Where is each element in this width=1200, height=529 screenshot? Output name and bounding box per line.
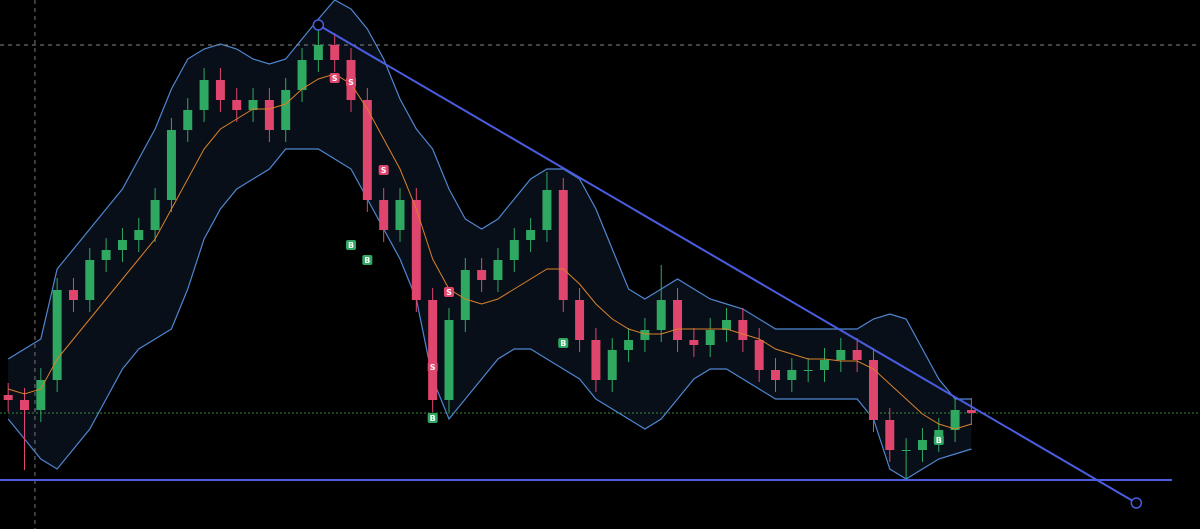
signal-label: S bbox=[381, 166, 387, 175]
candle-body bbox=[460, 270, 470, 320]
signal-label: S bbox=[430, 363, 436, 372]
candle-body bbox=[852, 350, 862, 360]
signal-badge bbox=[346, 77, 357, 87]
candle-body bbox=[624, 340, 634, 350]
candle-body bbox=[477, 270, 487, 280]
signal-label: B bbox=[364, 256, 370, 265]
candle-body bbox=[281, 90, 291, 130]
candle-body bbox=[183, 110, 193, 130]
candle-body bbox=[607, 350, 617, 380]
candle-body bbox=[771, 370, 780, 380]
candle-body bbox=[379, 200, 389, 230]
candle-body bbox=[705, 330, 715, 345]
candle-body bbox=[656, 300, 666, 330]
trendline-handle bbox=[312, 19, 325, 31]
candle-body bbox=[134, 230, 144, 240]
candle-body bbox=[232, 100, 242, 110]
candle-body bbox=[787, 370, 797, 380]
candle-body bbox=[313, 45, 323, 60]
band-fill bbox=[8, 0, 972, 479]
candle-body bbox=[85, 260, 95, 300]
candle-body bbox=[297, 60, 307, 90]
candle-body bbox=[966, 410, 976, 413]
candle-body bbox=[722, 320, 732, 330]
candle-body bbox=[68, 290, 78, 300]
candle-body bbox=[166, 130, 176, 200]
band-upper bbox=[7, 0, 972, 400]
candle-body bbox=[362, 100, 372, 200]
signal-label: B bbox=[348, 241, 354, 250]
moving-average bbox=[8, 73, 972, 430]
candle-body bbox=[885, 420, 895, 450]
candle-body bbox=[901, 450, 911, 451]
candle-body bbox=[689, 340, 699, 345]
candle-body bbox=[395, 200, 405, 230]
signal-badge bbox=[427, 413, 438, 423]
candle-body bbox=[215, 80, 225, 100]
candle-body bbox=[150, 200, 160, 230]
signal-badge bbox=[346, 240, 357, 250]
candle-body bbox=[264, 100, 274, 130]
trendline-handle bbox=[1130, 497, 1143, 509]
candle-body bbox=[673, 300, 683, 340]
signal-label: B bbox=[560, 339, 566, 348]
candle-body bbox=[575, 300, 585, 340]
band-lower bbox=[7, 148, 972, 480]
candle-body bbox=[509, 240, 519, 260]
signal-label: S bbox=[348, 78, 354, 87]
candle-body bbox=[836, 350, 846, 360]
trendline bbox=[317, 24, 1137, 504]
candle-body bbox=[640, 330, 650, 340]
signal-badge bbox=[362, 255, 373, 265]
candle-body bbox=[36, 380, 46, 410]
candle-body bbox=[3, 395, 13, 400]
signal-badge bbox=[443, 287, 454, 297]
candle-body bbox=[330, 45, 340, 60]
candle-body bbox=[738, 320, 748, 340]
signal-badge bbox=[933, 435, 944, 445]
signal-label: B bbox=[430, 414, 436, 423]
candle-body bbox=[428, 300, 438, 400]
candle-body bbox=[950, 410, 960, 430]
candle-body bbox=[248, 100, 258, 110]
candle-body bbox=[101, 250, 111, 260]
signal-label: B bbox=[936, 436, 942, 445]
candle-body bbox=[493, 260, 503, 280]
signal-label: S bbox=[332, 74, 338, 83]
candle-body bbox=[411, 200, 421, 300]
candle-body bbox=[526, 230, 536, 240]
candle-body bbox=[754, 340, 764, 370]
candle-body bbox=[803, 370, 813, 371]
candle-body bbox=[52, 290, 62, 380]
candle-body bbox=[20, 400, 29, 410]
signal-badge bbox=[329, 73, 340, 83]
candle-body bbox=[199, 80, 209, 110]
candle-body bbox=[917, 440, 927, 450]
signal-badge bbox=[378, 165, 389, 175]
candle-body bbox=[868, 360, 878, 420]
candle-body bbox=[820, 360, 829, 370]
signal-label: S bbox=[446, 288, 452, 297]
candle-body bbox=[591, 340, 601, 380]
signal-badge bbox=[427, 362, 438, 372]
candle-body bbox=[558, 190, 568, 300]
candle-body bbox=[444, 320, 454, 400]
candle-body bbox=[542, 190, 552, 230]
signal-badge bbox=[558, 338, 569, 348]
candle-body bbox=[117, 240, 127, 250]
